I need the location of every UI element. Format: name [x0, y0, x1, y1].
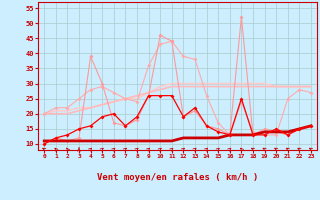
X-axis label: Vent moyen/en rafales ( km/h ): Vent moyen/en rafales ( km/h ): [97, 173, 258, 182]
